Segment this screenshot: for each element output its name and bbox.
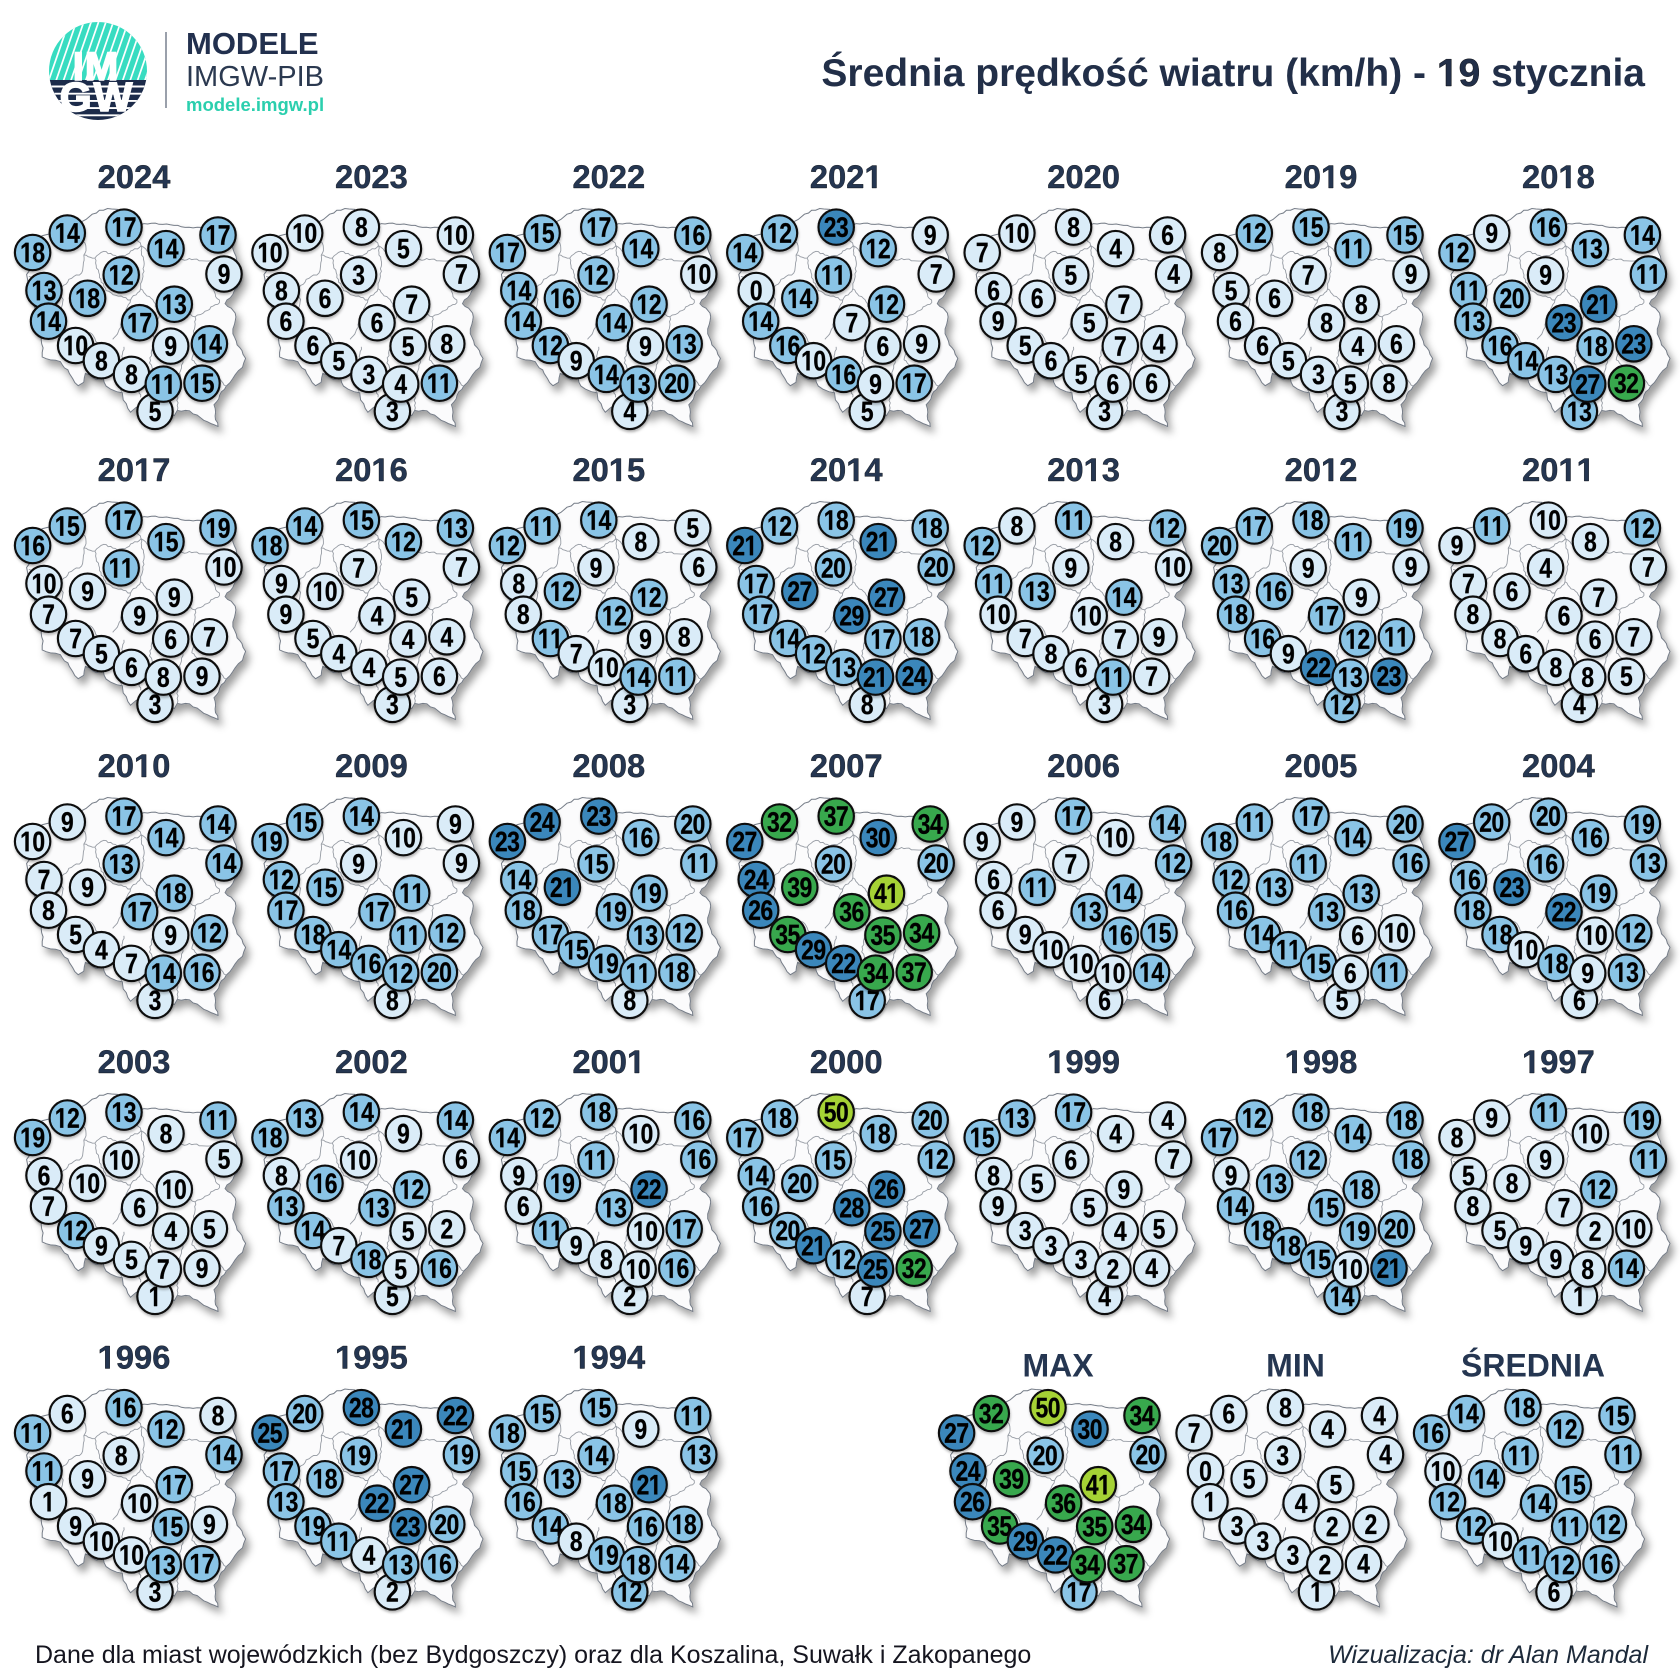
svg-text:MIN: MIN <box>1266 1348 1325 1384</box>
svg-text:MAX: MAX <box>1022 1348 1094 1384</box>
svg-text:ŚREDNIA: ŚREDNIA <box>1461 1348 1605 1384</box>
svg-text:IM: IM <box>73 45 119 89</box>
svg-text:GW: GW <box>60 74 135 120</box>
svg-text:stycznia: stycznia <box>1491 52 1645 95</box>
svg-text:IMGW-PIB: IMGW-PIB <box>186 61 324 93</box>
svg-text:Wizualizacja: dr Alan Mandal: Wizualizacja: dr Alan Mandal <box>1328 1641 1649 1669</box>
svg-text:Średnia prędkość wiatru (km/h): Średnia prędkość wiatru (km/h) - <box>821 51 1426 95</box>
svg-text:MODELE: MODELE <box>186 26 319 61</box>
svg-text:modele.imgw.pl: modele.imgw.pl <box>186 94 324 115</box>
svg-text:Dane dla miast wojewódzkich (b: Dane dla miast wojewódzkich (bez Bydgosz… <box>35 1641 1031 1669</box>
